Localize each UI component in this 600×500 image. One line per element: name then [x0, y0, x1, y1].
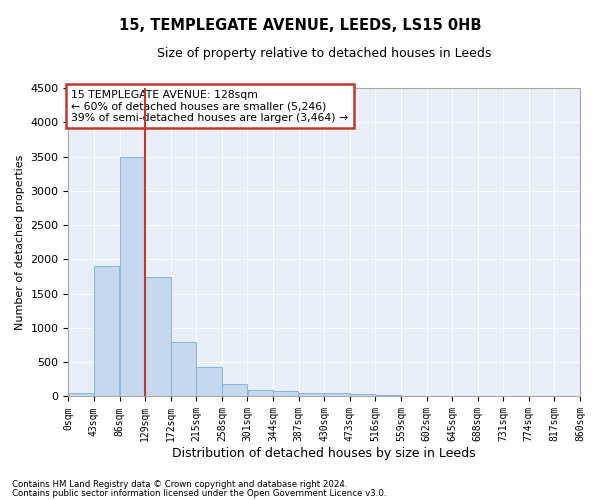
Text: 15, TEMPLEGATE AVENUE, LEEDS, LS15 0HB: 15, TEMPLEGATE AVENUE, LEEDS, LS15 0HB [119, 18, 481, 32]
Text: Contains HM Land Registry data © Crown copyright and database right 2024.: Contains HM Land Registry data © Crown c… [12, 480, 347, 489]
Bar [196, 367, 222, 396]
Y-axis label: Number of detached properties: Number of detached properties [15, 154, 25, 330]
Bar [120, 156, 145, 396]
Bar [248, 390, 273, 396]
Bar [222, 384, 247, 396]
Bar [273, 392, 298, 396]
Text: Contains public sector information licensed under the Open Government Licence v3: Contains public sector information licen… [12, 488, 386, 498]
X-axis label: Distribution of detached houses by size in Leeds: Distribution of detached houses by size … [172, 447, 476, 460]
Bar [325, 393, 350, 396]
Bar [68, 393, 94, 396]
Bar [145, 276, 170, 396]
Bar [94, 266, 119, 396]
Text: 15 TEMPLEGATE AVENUE: 128sqm
← 60% of detached houses are smaller (5,246)
39% of: 15 TEMPLEGATE AVENUE: 128sqm ← 60% of de… [71, 90, 348, 123]
Bar [299, 393, 324, 396]
Bar [171, 342, 196, 396]
Title: Size of property relative to detached houses in Leeds: Size of property relative to detached ho… [157, 48, 491, 60]
Bar [350, 394, 375, 396]
